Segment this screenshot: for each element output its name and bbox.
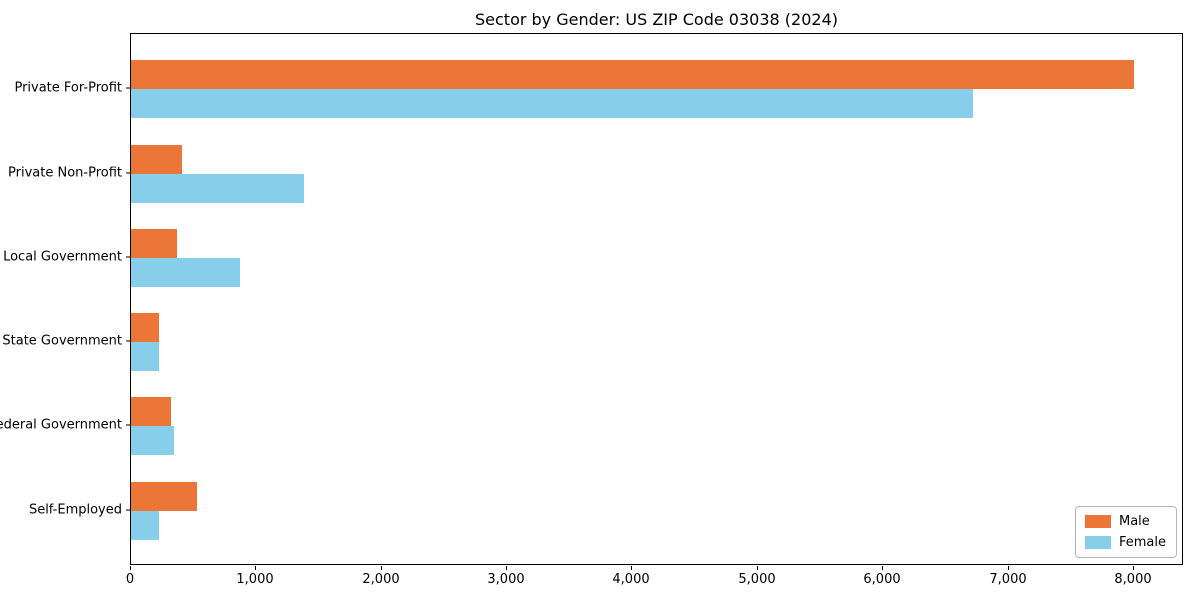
x-tick-mark bbox=[130, 566, 131, 570]
x-tick-mark bbox=[255, 566, 256, 570]
legend: Male Female bbox=[1074, 506, 1177, 558]
x-tick-label: 3,000 bbox=[487, 572, 525, 587]
y-tick-mark bbox=[126, 424, 130, 426]
y-tick-mark bbox=[126, 509, 130, 511]
bar-male-private-for-profit bbox=[131, 60, 1134, 89]
bar-female-local-government bbox=[131, 258, 240, 287]
y-tick-label-private-non-profit: Private Non-Profit bbox=[8, 165, 122, 181]
x-tick-mark bbox=[882, 566, 883, 570]
legend-label-female: Female bbox=[1118, 535, 1166, 550]
bar-male-private-non-profit bbox=[131, 145, 182, 174]
x-tick-label: 6,000 bbox=[863, 572, 901, 587]
y-tick-label-private-for-profit: Private For-Profit bbox=[14, 80, 122, 96]
bar-male-local-government bbox=[131, 229, 177, 258]
legend-swatch-female bbox=[1084, 536, 1111, 549]
y-tick-mark bbox=[126, 87, 130, 89]
x-tick-label: 5,000 bbox=[738, 572, 776, 587]
y-tick-label-local-government: Local Government bbox=[3, 249, 122, 265]
bar-female-federal-government bbox=[131, 426, 174, 455]
plot-area bbox=[130, 33, 1183, 565]
x-tick-mark bbox=[631, 566, 632, 570]
bar-male-federal-government bbox=[131, 397, 171, 426]
bar-female-private-non-profit bbox=[131, 174, 304, 203]
y-tick-mark bbox=[126, 256, 130, 258]
legend-swatch-male bbox=[1084, 515, 1111, 528]
bar-female-self-employed bbox=[131, 511, 159, 540]
y-tick-label-state-government: State Government bbox=[2, 333, 122, 349]
y-tick-label-self-employed: Self-Employed bbox=[28, 502, 122, 518]
legend-item-male: Male bbox=[1084, 514, 1166, 529]
bar-male-state-government bbox=[131, 313, 159, 342]
legend-item-female: Female bbox=[1084, 535, 1166, 550]
legend-label-male: Male bbox=[1118, 514, 1150, 529]
x-tick-label: 7,000 bbox=[989, 572, 1027, 587]
bar-female-state-government bbox=[131, 342, 159, 371]
x-tick-mark bbox=[506, 566, 507, 570]
x-tick-mark bbox=[381, 566, 382, 570]
x-tick-label: 0 bbox=[125, 572, 135, 587]
y-tick-label-federal-government: Federal Government bbox=[0, 417, 122, 433]
x-tick-label: 2,000 bbox=[362, 572, 400, 587]
bar-female-private-for-profit bbox=[131, 89, 973, 118]
y-tick-mark bbox=[126, 172, 130, 174]
y-tick-mark bbox=[126, 340, 130, 342]
x-tick-label: 8,000 bbox=[1114, 572, 1152, 587]
bar-male-self-employed bbox=[131, 482, 197, 511]
x-tick-mark bbox=[1008, 566, 1009, 570]
x-tick-mark bbox=[757, 566, 758, 570]
chart-title: Sector by Gender: US ZIP Code 03038 (202… bbox=[475, 10, 838, 29]
x-tick-label: 1,000 bbox=[236, 572, 274, 587]
x-tick-label: 4,000 bbox=[612, 572, 650, 587]
x-tick-mark bbox=[1133, 566, 1134, 570]
